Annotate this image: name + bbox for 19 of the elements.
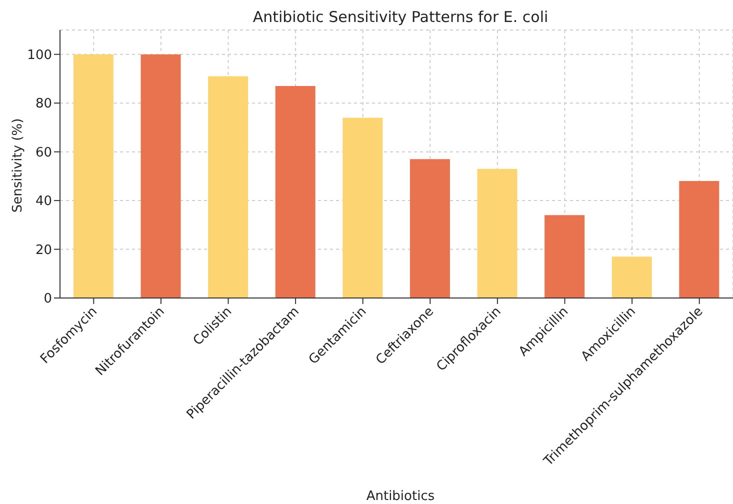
bar: [477, 168, 518, 298]
y-tick-label: 80: [35, 96, 52, 112]
y-tick-label: 40: [35, 194, 52, 210]
chart-title: Antibiotic Sensitivity Patterns for E. coli: [252, 8, 550, 26]
bar: [208, 76, 248, 298]
y-tick-label: 0: [44, 292, 52, 307]
y-tick-label: 100: [27, 48, 52, 63]
y-axis-title: Sensitivity (%): [10, 117, 26, 215]
y-tick-label: 20: [35, 242, 52, 258]
bar: [342, 118, 383, 298]
bar: [612, 256, 652, 298]
bar: [410, 159, 450, 298]
bar: [544, 215, 585, 298]
bar: [679, 181, 720, 298]
y-tick-label: 60: [35, 145, 52, 160]
bar: [140, 54, 181, 298]
bar: [275, 86, 316, 298]
x-axis-title: Antibiotics: [365, 489, 436, 504]
bar: [73, 54, 114, 298]
